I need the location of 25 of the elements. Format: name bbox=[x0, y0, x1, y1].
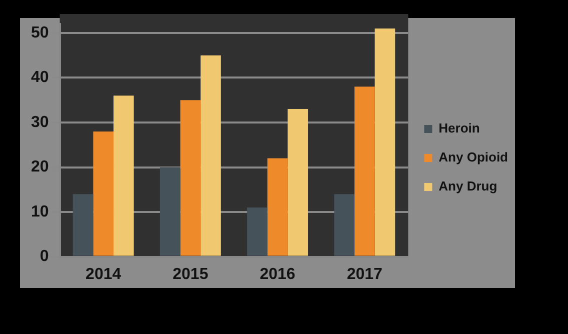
bar bbox=[93, 131, 114, 256]
bar bbox=[160, 167, 180, 256]
y-tick-label: 40 bbox=[31, 69, 49, 86]
bar bbox=[374, 28, 396, 256]
y-tick-label: 0 bbox=[40, 248, 49, 266]
y-tick-label: 50 bbox=[31, 24, 49, 42]
bar bbox=[72, 194, 94, 256]
y-tick-label: 10 bbox=[31, 203, 49, 220]
x-tick-label: 2016 bbox=[260, 266, 296, 283]
bar bbox=[288, 109, 308, 256]
x-tick-label: 2015 bbox=[172, 266, 208, 283]
x-tick-label: 2017 bbox=[346, 266, 383, 283]
bar bbox=[200, 55, 221, 256]
legend-label: Any Drug bbox=[438, 178, 498, 194]
bar bbox=[267, 158, 288, 256]
legend-label: Heroin bbox=[438, 120, 480, 136]
y-tick-label: 30 bbox=[31, 114, 49, 131]
bar bbox=[180, 100, 201, 256]
bar bbox=[354, 86, 375, 256]
bar bbox=[114, 96, 134, 256]
x-tick-label: 2014 bbox=[86, 266, 122, 283]
y-tick-label: 20 bbox=[31, 158, 49, 176]
bar bbox=[334, 194, 354, 256]
bar bbox=[247, 208, 268, 256]
legend-label: Any Opioid bbox=[438, 150, 508, 165]
